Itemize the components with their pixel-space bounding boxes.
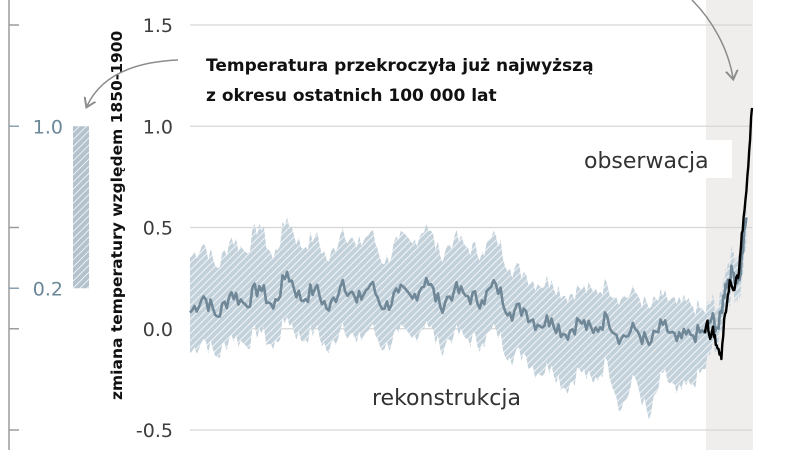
y-tick-labels: -0.5 0.0 0.5 1.0 1.5 (136, 15, 173, 442)
observation-line (703, 107, 754, 361)
reconstruction-uncertainty-band (190, 187, 747, 420)
y-tick-label: 1.0 (143, 116, 173, 138)
reconstruction-label: rekonstrukcja (372, 386, 521, 411)
annotation-line-2: z okresu ostatnich 100 000 lat (206, 86, 497, 106)
arrow-to-paleo-bar (87, 59, 179, 106)
left-axis-ticks (9, 24, 19, 431)
observation-label: obserwacja (584, 149, 709, 174)
y-tick-label: 1.5 (143, 15, 173, 37)
observation-label-background (578, 140, 732, 178)
paleo-range-bar (73, 126, 89, 289)
y-axis-label: zmiana temperatury względem 1850-1900 (108, 30, 126, 400)
reconstruction-line (189, 217, 748, 347)
y-tick-label: 0.5 (143, 218, 173, 240)
y-tick-label: -0.5 (136, 420, 173, 442)
paleo-low-label: 0.2 (33, 278, 63, 300)
y-tick-label: 0.0 (143, 319, 173, 341)
arrow-to-observation (691, 0, 733, 78)
annotation-line-1: Temperatura przekroczyła już najwyższą (206, 56, 594, 76)
paleo-high-label: 1.0 (33, 116, 63, 138)
